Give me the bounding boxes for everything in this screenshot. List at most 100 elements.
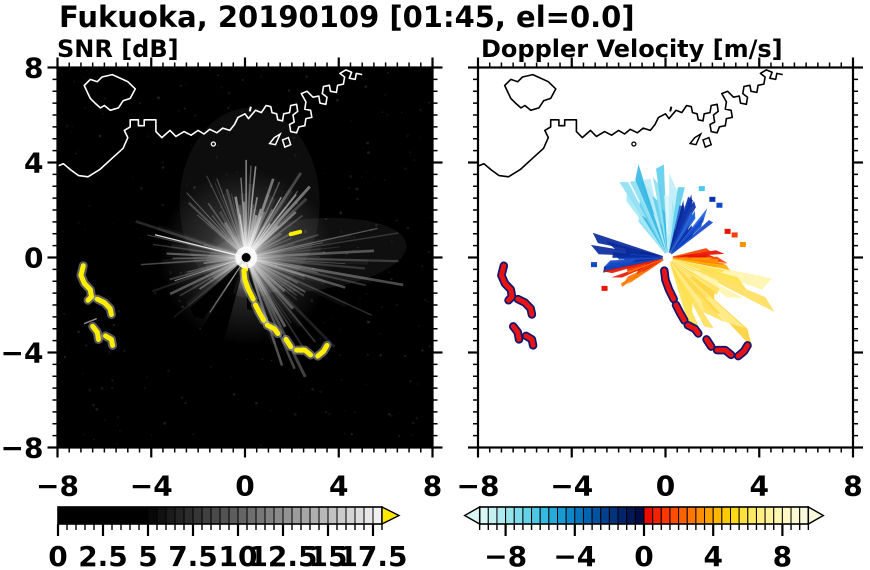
doppler-wedge-inner — [668, 224, 681, 255]
radar-streak — [251, 257, 366, 287]
noise-dot — [355, 187, 359, 191]
radar-streak — [140, 257, 241, 266]
doppler-wedge-inner — [670, 258, 696, 272]
radar-streak — [251, 257, 404, 287]
noise-dot — [83, 433, 86, 436]
doppler-wedge — [669, 224, 690, 256]
colorbar-cell — [138, 506, 149, 525]
radar-streak — [250, 232, 283, 256]
doppler-wedge-inner — [653, 213, 668, 255]
noise-dot — [400, 216, 401, 217]
noise-dot — [104, 419, 107, 422]
coast-mark — [248, 106, 252, 112]
doppler-wedge-inner — [669, 235, 688, 256]
doppler-wedge — [627, 258, 666, 274]
colorbar-cell — [574, 506, 584, 525]
doppler-wedge-inner — [669, 259, 698, 294]
doppler-wedge — [629, 180, 667, 255]
colorbar-cell — [75, 506, 86, 525]
noise-dot — [404, 167, 407, 170]
colorbar-cell — [129, 506, 140, 525]
doppler-wedge — [668, 200, 685, 255]
radar-streak-soft — [251, 256, 326, 286]
noise-dot — [66, 348, 68, 350]
radar-streak — [169, 258, 242, 296]
radar-streak — [251, 259, 299, 284]
doppler-wedge-inner — [669, 259, 693, 278]
noise-dot — [430, 217, 432, 219]
noise-dot — [387, 270, 391, 274]
island-outline — [83, 73, 137, 112]
x-tick-label: 0 — [235, 470, 254, 503]
radar-streak — [246, 178, 275, 253]
doppler-wedge-inner — [645, 258, 666, 265]
colorbar-cell — [686, 506, 697, 525]
noise-dot — [255, 168, 258, 170]
radar-streak-soft — [245, 262, 277, 346]
noise-dot — [389, 127, 391, 129]
island-outline — [503, 73, 557, 112]
noise-dot — [190, 144, 192, 146]
radar-streak — [251, 233, 319, 257]
doppler-wedge-inner — [669, 239, 682, 256]
noise-dot — [88, 205, 91, 207]
x-tick-label: 8 — [843, 470, 862, 503]
radar-streak — [234, 196, 247, 252]
coast-dot — [631, 141, 637, 147]
colorbar-cell — [643, 506, 654, 525]
colorbar-tick-label: 10 — [219, 540, 258, 570]
noise-dot — [300, 352, 304, 356]
colorbar-cell — [246, 506, 257, 525]
colorbar-cell — [712, 506, 723, 525]
noise-dot — [336, 99, 339, 102]
doppler-wedge — [603, 257, 666, 272]
clutter-arc — [315, 342, 330, 359]
radar-streak — [251, 234, 289, 256]
radar-streak — [250, 230, 295, 256]
clutter-arc — [264, 322, 281, 336]
clutter-arc — [241, 268, 256, 302]
radar-streak — [248, 185, 311, 255]
noise-dot — [161, 203, 165, 207]
noise-dot — [368, 320, 371, 323]
noise-dot — [417, 383, 419, 385]
noise-dot — [260, 444, 262, 447]
noise-dot — [230, 376, 232, 378]
colorbar-cell — [781, 506, 792, 525]
colorbar-cell — [255, 506, 266, 525]
colorbar-cell — [565, 506, 576, 525]
radar-streak — [251, 237, 292, 256]
noise-dot — [377, 217, 379, 219]
doppler-wedge — [652, 195, 668, 255]
colorbar-tick-label: 15 — [309, 540, 348, 570]
x-tick-label: 8 — [423, 470, 442, 503]
radar-streak — [247, 216, 262, 253]
snr-panel-title: SNR [dB] — [57, 35, 179, 63]
noise-dot — [344, 285, 346, 287]
noise-dot — [192, 433, 194, 436]
radar-streak — [251, 242, 324, 257]
noise-dot — [65, 124, 69, 128]
noise-dot — [397, 412, 400, 414]
colorbar-cell — [291, 506, 302, 525]
noise-dot — [278, 130, 280, 132]
colorbar-cell — [539, 506, 550, 525]
radar-streak — [250, 214, 304, 255]
noise-dot — [404, 354, 407, 357]
x-tick-label: −4 — [130, 470, 173, 503]
colorbar-cell — [183, 506, 194, 525]
noise-dot — [58, 361, 61, 365]
noise-dot — [167, 369, 170, 372]
noise-dot — [197, 140, 200, 143]
noise-dot — [415, 417, 418, 420]
doppler-wedge-inner — [669, 260, 681, 284]
noise-dot — [172, 129, 173, 130]
noise-dot — [255, 401, 258, 405]
noise-dot — [424, 298, 427, 302]
clutter-arc — [253, 302, 267, 323]
radar-streak-soft — [244, 208, 259, 253]
radar-streak-soft — [235, 208, 248, 253]
noise-dot — [154, 292, 157, 295]
radar-streak — [251, 259, 373, 316]
